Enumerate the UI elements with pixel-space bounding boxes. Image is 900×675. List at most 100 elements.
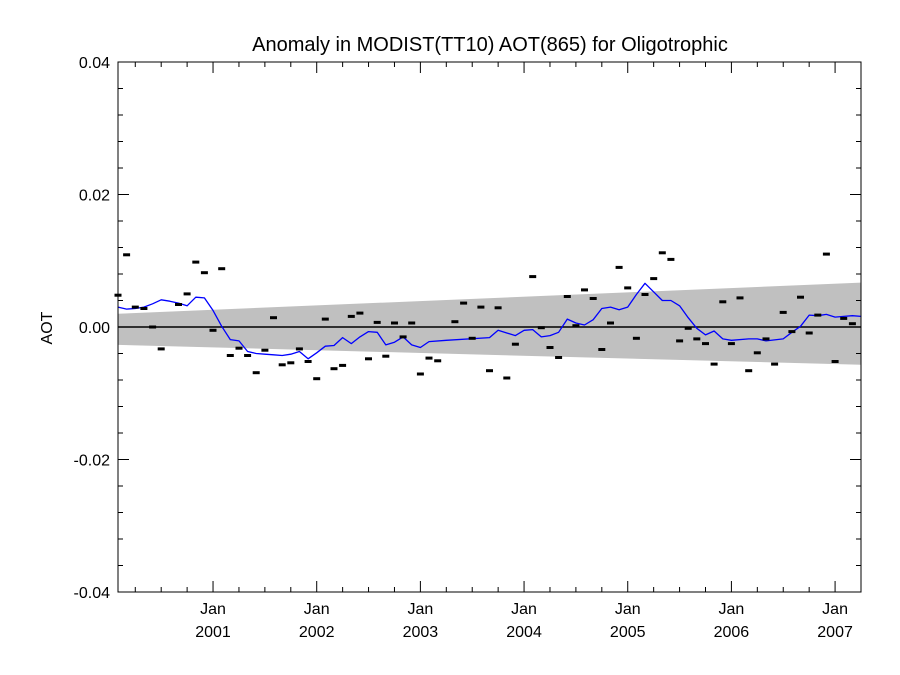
confidence-band-layer <box>118 282 861 365</box>
x-tick-month-label: Jan <box>615 601 641 618</box>
data-point-marker <box>304 360 312 363</box>
data-point-marker <box>572 324 580 328</box>
data-point-marker <box>140 307 148 310</box>
data-point-marker <box>270 316 277 320</box>
data-point-marker <box>581 288 588 292</box>
x-tick-year-label: 2006 <box>714 624 750 641</box>
data-point-marker <box>347 314 355 318</box>
data-point-marker <box>684 326 692 330</box>
x-tick-year-label: 2002 <box>299 624 335 641</box>
y-tick-label: 0.02 <box>79 188 110 205</box>
data-point-marker <box>529 275 537 279</box>
x-tick-month-label: Jan <box>304 601 330 618</box>
data-point-marker <box>408 321 416 325</box>
x-tick-year-label: 2003 <box>403 624 439 641</box>
data-point-marker <box>615 265 623 269</box>
ticks-layer <box>118 61 861 593</box>
data-point-marker <box>157 347 165 351</box>
confidence-band <box>118 282 861 365</box>
y-axis-label: AOT <box>39 311 56 344</box>
data-point-marker <box>667 257 675 261</box>
data-point-marker <box>779 310 787 314</box>
y-tick-label: -0.02 <box>74 453 111 470</box>
x-tick-year-label: 2007 <box>817 624 853 641</box>
data-point-marker <box>840 316 848 320</box>
data-point-marker <box>149 325 157 329</box>
data-point-marker <box>192 260 200 264</box>
data-point-marker <box>555 356 563 359</box>
data-point-marker <box>287 361 295 365</box>
chart-title: Anomaly in MODIST(TT10) AOT(865) for Oli… <box>252 34 728 56</box>
x-tick-month-label: Jan <box>407 601 433 618</box>
data-point-marker <box>762 337 770 341</box>
data-point-marker <box>624 286 632 290</box>
data-point-marker <box>753 351 761 355</box>
data-point-marker <box>244 354 252 357</box>
data-point-marker <box>235 346 243 350</box>
data-point-marker <box>702 342 709 346</box>
data-point-marker <box>814 313 822 317</box>
data-point-marker <box>771 362 779 366</box>
data-point-marker <box>589 297 597 300</box>
data-point-marker <box>719 300 727 304</box>
data-point-marker <box>356 311 364 315</box>
data-point-marker <box>425 356 433 360</box>
data-point-marker <box>831 360 839 363</box>
x-tick-year-label: 2004 <box>506 624 542 641</box>
data-point-marker <box>477 305 485 309</box>
data-point-marker <box>434 359 442 363</box>
data-point-marker <box>416 372 424 376</box>
data-point-marker <box>607 321 614 325</box>
series-markers-layer <box>114 251 856 381</box>
data-point-marker <box>252 371 260 375</box>
data-point-marker <box>650 277 658 281</box>
data-point-marker <box>373 320 381 324</box>
data-point-marker <box>200 271 208 275</box>
data-point-marker <box>511 342 519 346</box>
data-point-marker <box>658 251 666 255</box>
data-point-marker <box>313 377 321 381</box>
data-point-marker <box>546 346 554 349</box>
data-point-marker <box>676 339 684 343</box>
data-point-marker <box>788 330 796 334</box>
data-point-marker <box>330 367 338 371</box>
data-point-marker <box>563 295 571 298</box>
data-point-marker <box>175 303 182 306</box>
x-tick-month-label: Jan <box>200 601 226 618</box>
data-point-marker <box>822 252 830 256</box>
data-point-marker <box>745 369 753 373</box>
y-tick-label: -0.04 <box>74 585 111 602</box>
y-tick-label: 0.04 <box>79 55 110 72</box>
data-point-marker <box>736 296 744 300</box>
data-point-marker <box>797 295 804 299</box>
data-point-marker <box>226 354 234 357</box>
data-point-marker <box>382 354 390 358</box>
data-point-marker <box>537 326 545 330</box>
data-point-marker <box>805 331 813 335</box>
data-point-marker <box>494 306 502 310</box>
data-point-marker <box>451 320 459 324</box>
x-tick-month-label: Jan <box>511 601 537 618</box>
data-point-marker <box>391 321 398 325</box>
data-point-marker <box>727 342 735 346</box>
plot-frame <box>117 61 862 593</box>
data-point-marker <box>848 322 856 326</box>
data-point-marker <box>321 317 329 321</box>
data-point-marker <box>486 369 493 373</box>
tick-labels-layer: 0.04 0.02 0.00 -0.02 -0.04 Jan 2001 Jan 2002 Jan 2… <box>74 55 853 641</box>
x-tick-month-label: Jan <box>822 601 848 618</box>
data-point-marker <box>123 253 131 257</box>
x-tick-year-label: 2005 <box>610 624 646 641</box>
data-point-marker <box>365 357 372 361</box>
data-point-marker <box>693 337 701 341</box>
data-point-marker <box>131 305 139 309</box>
series-line <box>117 282 862 360</box>
data-point-marker <box>460 301 468 305</box>
data-point-marker <box>503 376 511 380</box>
data-point-marker <box>641 293 649 296</box>
data-point-marker <box>710 362 718 366</box>
x-tick-month-label: Jan <box>719 601 745 618</box>
data-point-marker <box>598 348 606 351</box>
data-point-marker <box>468 336 476 340</box>
